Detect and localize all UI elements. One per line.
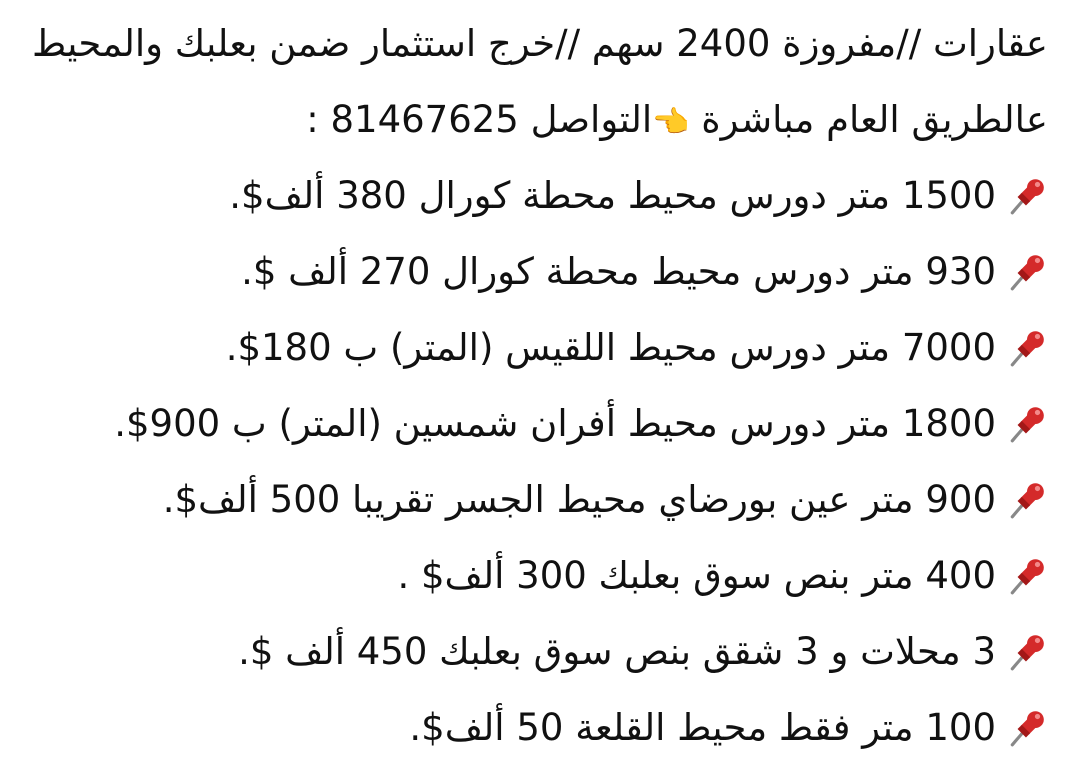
listing-item: 1500 متر دورس محيط محطة كورال 380 ألف$. bbox=[20, 158, 1048, 234]
listing-text: 100 متر فقط محيط القلعة 50 ألف$. bbox=[409, 706, 996, 749]
pushpin-icon bbox=[1006, 251, 1048, 293]
intro-text: عالطريق العام مباشرة bbox=[701, 98, 1048, 141]
listing-item: 100 متر فقط محيط القلعة 50 ألف$. bbox=[20, 690, 1048, 766]
listings-list: 1500 متر دورس محيط محطة كورال 380 ألف$. 9… bbox=[20, 158, 1048, 766]
listing-item: 400 متر بنص سوق بعلبك 300 ألف$ . bbox=[20, 538, 1048, 614]
listing-item: 3 محلات و 3 شقق بنص سوق بعلبك 450 ألف $. bbox=[20, 614, 1048, 690]
listing-text: 400 متر بنص سوق بعلبك 300 ألف$ . bbox=[397, 554, 996, 597]
listing-text: 930 متر دورس محيط محطة كورال 270 ألف $. bbox=[241, 250, 996, 293]
pushpin-icon bbox=[1006, 707, 1048, 749]
listing-text: 3 محلات و 3 شقق بنص سوق بعلبك 450 ألف $. bbox=[238, 630, 996, 673]
intro-line-1: عقارات //مفروزة 2400 سهم //خرج استثمار ض… bbox=[32, 22, 1048, 65]
listing-text: 7000 متر دورس محيط اللقيس (المتر) ب 180$… bbox=[225, 326, 996, 369]
listing-text: 900 متر عين بورضاي محيط الجسر تقريبا 500… bbox=[162, 478, 996, 521]
pushpin-icon bbox=[1006, 327, 1048, 369]
pushpin-icon bbox=[1006, 631, 1048, 673]
listing-item: 930 متر دورس محيط محطة كورال 270 ألف $. bbox=[20, 234, 1048, 310]
listing-item: 900 متر عين بورضاي محيط الجسر تقريبا 500… bbox=[20, 462, 1048, 538]
listing-text: 1500 متر دورس محيط محطة كورال 380 ألف$. bbox=[229, 174, 996, 217]
listing-text: 1800 متر دورس محيط أفران شمسين (المتر) ب… bbox=[114, 402, 996, 445]
listing-item: 7000 متر دورس محيط اللقيس (المتر) ب 180$… bbox=[20, 310, 1048, 386]
pushpin-icon bbox=[1006, 403, 1048, 445]
pointing-hand-icon: 👈 bbox=[652, 105, 690, 140]
pushpin-icon bbox=[1006, 479, 1048, 521]
pushpin-icon bbox=[1006, 555, 1048, 597]
pushpin-icon bbox=[1006, 175, 1048, 217]
listing-item: 1800 متر دورس محيط أفران شمسين (المتر) ب… bbox=[20, 386, 1048, 462]
contact-text: التواصل 81467625 : bbox=[306, 98, 653, 141]
intro-line-2: عالطريق العام مباشرة 👈التواصل 81467625 : bbox=[20, 82, 1048, 158]
